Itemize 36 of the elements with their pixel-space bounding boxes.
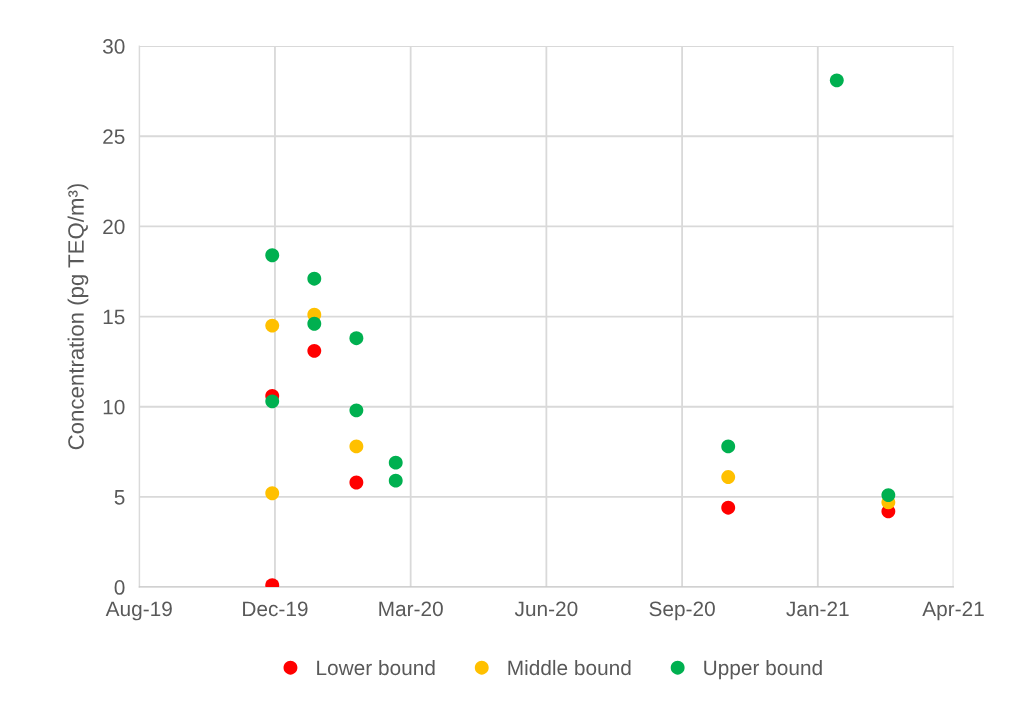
x-tick-label: Jun-20 (514, 601, 578, 617)
point (349, 439, 364, 454)
point (265, 248, 280, 263)
x-tick-label: Sep-20 (649, 601, 715, 621)
point (881, 488, 896, 503)
x-tick-label: Aug-19 (105, 601, 172, 621)
point (388, 473, 403, 488)
y-tick-label: 30 (102, 39, 125, 54)
point (265, 486, 280, 501)
point (307, 271, 322, 286)
point (721, 439, 736, 454)
legend-label: Middle bound (508, 659, 631, 676)
y-tick-label: 20 (103, 219, 125, 235)
point (265, 318, 280, 333)
point (307, 343, 322, 358)
x-tick-label: Dec-19 (243, 601, 308, 617)
point (721, 470, 736, 484)
y-axis-title: Concentration (pg TEQ/m³) (67, 184, 89, 450)
x-tick-label: Apr-21 (922, 601, 984, 621)
x-tick-label: Jan-21 (786, 601, 849, 617)
legend-label: Lower bound (317, 659, 435, 676)
point (349, 475, 364, 490)
y-tick-label: 25 (103, 129, 125, 144)
point (349, 403, 364, 418)
y-tick-label: 0 (114, 580, 125, 595)
y-tick-label: 10 (103, 399, 125, 415)
point (349, 331, 364, 346)
point (388, 455, 403, 470)
x-tick-label: Mar-20 (379, 601, 443, 617)
legend-label: Upper bound (704, 659, 822, 680)
point (265, 394, 280, 409)
point (307, 316, 322, 331)
y-tick-label: 15 (103, 309, 125, 325)
point (721, 500, 736, 515)
y-tick-label: 5 (114, 490, 125, 505)
point (829, 73, 844, 88)
